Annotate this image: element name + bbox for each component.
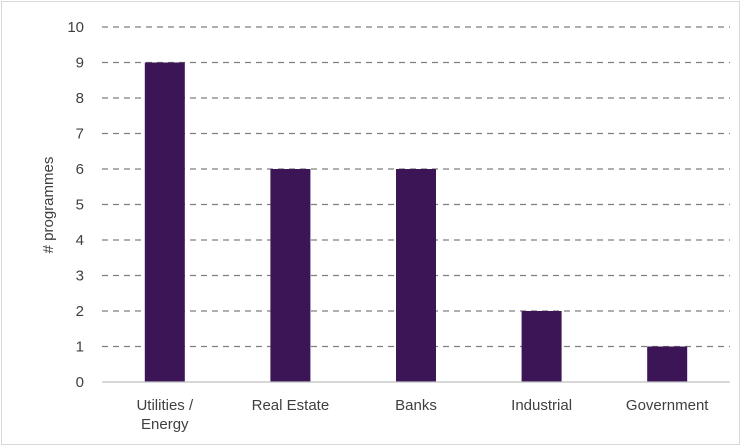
y-tick-label: 1	[76, 339, 84, 356]
y-tick-label: 8	[76, 90, 84, 107]
x-tick-label: Government	[626, 397, 709, 414]
y-tick-label: 3	[76, 268, 84, 285]
y-tick-label: 9	[76, 55, 84, 72]
labels: 0 1 2 3 4 5 6 7 8 9 10 Utilities / Energy Real Estate…	[67, 19, 709, 433]
x-tick-label: Utilities /	[136, 397, 194, 414]
x-tick-label: Industrial	[511, 397, 572, 414]
bar	[270, 169, 311, 382]
bars	[144, 62, 688, 382]
x-tick-label: Energy	[141, 416, 189, 433]
y-tick-label: 10	[67, 19, 84, 36]
y-tick-label: 6	[76, 161, 84, 178]
bar	[647, 346, 688, 382]
y-tick-label: 2	[76, 303, 84, 320]
y-tick-label: 0	[76, 374, 84, 391]
y-tick-label: 7	[76, 126, 84, 143]
bar	[521, 311, 562, 382]
x-tick-label: Real Estate	[252, 397, 330, 414]
y-tick-label: 5	[76, 197, 84, 214]
y-axis-title: # programmes	[40, 157, 57, 254]
bar	[396, 169, 436, 382]
bar	[144, 62, 185, 382]
y-tick-label: 4	[76, 232, 84, 249]
x-tick-label: Banks	[395, 397, 437, 414]
